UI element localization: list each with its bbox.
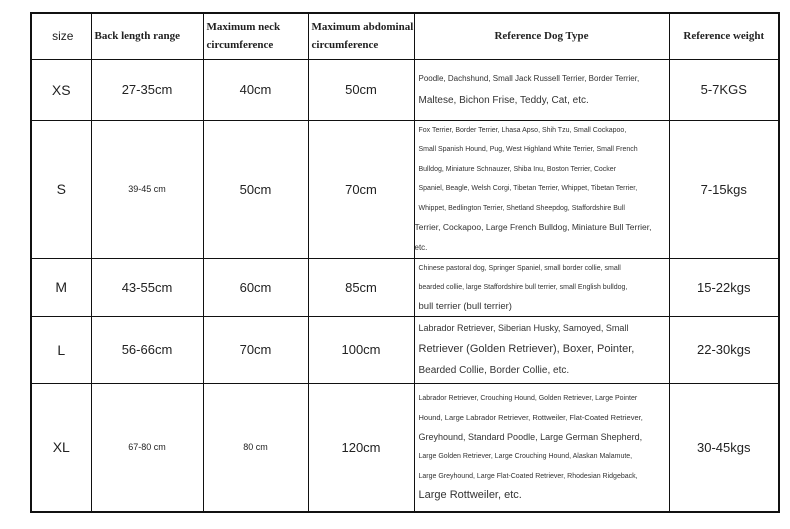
back-length-cell: 27-35cm [90,58,204,121]
dog-type-line: Large Greyhound, Large Flat-Coated Retri… [418,472,638,480]
header-row: size Back length range Maximum neck circ… [30,12,780,60]
dog-type-line: Whippet, Bedlington Terrier, Shetland Sh… [418,204,625,212]
dog-type-line: Labrador Retriever, Siberian Husky, Samo… [418,323,629,333]
dog-type-line: Hound, Large Labrador Retriever, Rottwei… [418,413,643,423]
back-length-cell: 39-45 cm [90,119,204,259]
table-row: XL 67-80 cm 80 cm 120cm Labrador Retriever, … [30,382,780,513]
dog-type-line: Chinese pastoral dog, Springer Spaniel, … [418,264,621,272]
dog-type-line: Large Golden Retriever, Large Crouching … [418,453,633,461]
header-neck: Maximum neck circumference [202,12,309,60]
size-cell: XL [30,382,92,513]
size-chart-table: size Back length range Maximum neck circ… [30,12,780,513]
abdominal-cell: 70cm [307,119,415,259]
weight-cell: 7-15kgs [668,119,780,259]
dog-type-line: Poodle, Dachshund, Small Jack Russell Te… [418,73,640,83]
neck-cell: 70cm [202,315,309,384]
size-cell: S [30,119,92,259]
weight-cell: 5-7KGS [668,58,780,121]
dog-type-cell: Labrador Retriever, Siberian Husky, Samo… [413,315,670,384]
dog-type-line: bull terrier (bull terrier) [418,300,512,312]
size-cell: XS [30,58,92,121]
table-row: XS 27-35cm 40cm 50cm Poodle, Dachshund, Smal… [30,58,780,121]
dog-type-line: Labrador Retriever, Crouching Hound, Gol… [418,394,638,402]
dog-type-line: Terrier, Cockapoo, Large French Bulldog,… [414,222,652,233]
dog-type-line: Small Spanish Hound, Pug, West Highland … [418,146,638,154]
header-abdominal: Maximum abdominal circumference [307,12,415,60]
back-length-cell: 43-55cm [90,257,204,317]
weight-cell: 15-22kgs [668,257,780,317]
abdominal-cell: 50cm [307,58,415,121]
dog-type-line: bearded collie, large Staffordshire bull… [418,283,628,291]
neck-cell: 50cm [202,119,309,259]
dog-type-cell: Labrador Retriever, Crouching Hound, Gol… [413,382,670,513]
header-weight: Reference weight [668,12,780,60]
dog-type-line: Greyhound, Standard Poodle, Large German… [418,431,643,442]
dog-type-line: Bulldog, Miniature Schnauzer, Shiba Inu,… [418,165,617,173]
dog-type-line: etc. [414,242,428,252]
dog-type-line: Large Rottweiler, etc. [418,489,522,502]
header-back-length: Back length range [90,12,204,60]
dog-type-cell: Poodle, Dachshund, Small Jack Russell Te… [413,58,670,121]
dog-type-line: Maltese, Bichon Frise, Teddy, Cat, etc. [418,94,589,106]
table-row: M 43-55cm 60cm 85cm Chinese pastoral dog, Sp… [30,257,780,317]
neck-cell: 40cm [202,58,309,121]
back-length-cell: 67-80 cm [90,382,204,513]
table-row: L 56-66cm 70cm 100cm Labrador Retriever, Sib… [30,315,780,384]
dog-type-line: Spaniel, Beagle, Welsh Corgi, Tibetan Te… [418,185,638,193]
neck-cell: 60cm [202,257,309,317]
dog-type-line: Fox Terrier, Border Terrier, Lhasa Apso,… [418,126,627,134]
size-cell: M [30,257,92,317]
abdominal-cell: 100cm [307,315,415,384]
neck-cell: 80 cm [202,382,309,513]
dog-type-cell: Fox Terrier, Border Terrier, Lhasa Apso,… [413,119,670,259]
weight-cell: 22-30kgs [668,315,780,384]
dog-type-line: Retriever (Golden Retriever), Boxer, Poi… [418,343,635,355]
abdominal-cell: 120cm [307,382,415,513]
header-size: size [30,12,92,60]
dog-type-line: Bearded Collie, Border Collie, etc. [418,365,570,376]
size-cell: L [30,315,92,384]
header-dog-type: Reference Dog Type [413,12,670,60]
dog-type-cell: Chinese pastoral dog, Springer Spaniel, … [413,257,670,317]
back-length-cell: 56-66cm [90,315,204,384]
weight-cell: 30-45kgs [668,382,780,513]
table-row: S 39-45 cm 50cm 70cm Fox Terrier, Border Ter… [30,119,780,259]
abdominal-cell: 85cm [307,257,415,317]
